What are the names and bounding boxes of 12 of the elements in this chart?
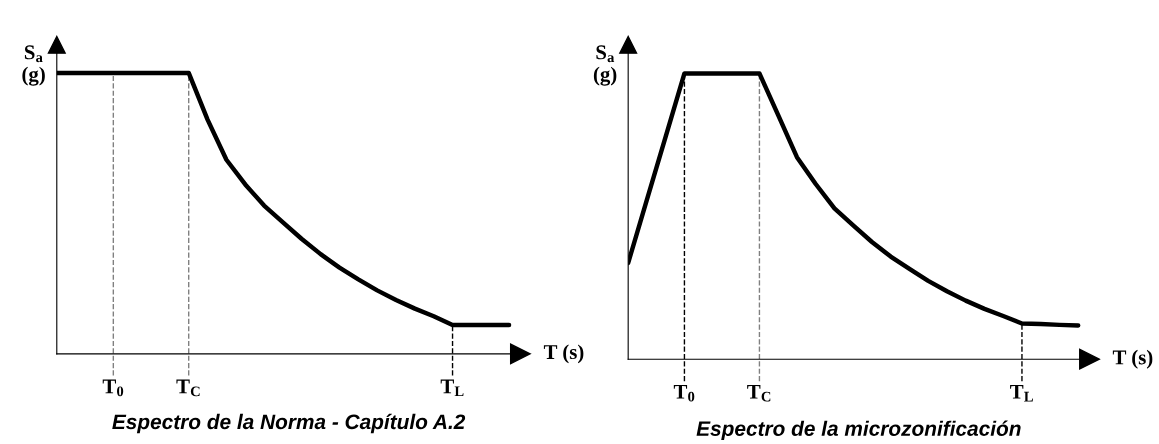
y-axis-title: S$_{a}$ (g) [22,45,45,86]
x-tick-label: T$_{0}$ [102,379,124,397]
text: Espectro de la microzonificación [696,420,1021,441]
x-tick-label: T$_{L}$ [1010,384,1033,402]
x-tick-label: T$_{0}$ [673,384,695,402]
x-axis-title: T (s) [1112,349,1153,369]
text: Espectro de la Norma - Capítulo A.2 [112,413,466,434]
x-tick-label: T$_{L}$ [440,379,464,397]
x-axis-title: T (s) [543,344,584,364]
x-tick-label: T$_{C}$ [747,384,771,402]
x-tick-label: T$_{C}$ [176,379,200,397]
y-axis-title: S$_{a}$ (g) [593,45,617,86]
